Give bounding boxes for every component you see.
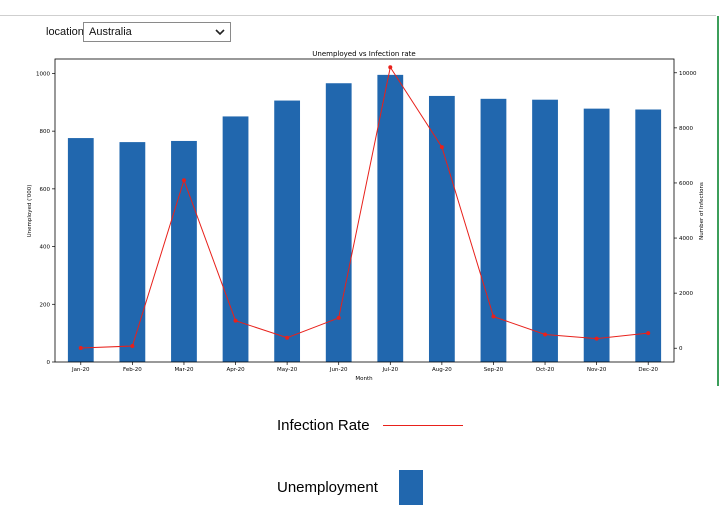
bar-dec-20 xyxy=(635,109,662,362)
infection-point-oct-20 xyxy=(543,332,548,337)
y-axis-label: Unemployed ('000) xyxy=(27,185,33,238)
y2-tick-label: 4000 xyxy=(679,236,693,242)
infection-point-feb-20 xyxy=(130,344,135,349)
y-tick-label: 0 xyxy=(47,360,51,366)
x-tick-label: Jul-20 xyxy=(381,367,398,373)
x-tick-label: Feb-20 xyxy=(123,367,142,373)
y-tick-label: 1000 xyxy=(36,71,50,77)
location-label: location xyxy=(46,26,84,38)
y2-tick-label: 8000 xyxy=(679,126,693,132)
infection-point-sep-20 xyxy=(491,314,496,319)
bar-jan-20 xyxy=(67,138,94,362)
y-tick-label: 200 xyxy=(40,302,51,308)
infection-point-jun-20 xyxy=(336,315,341,320)
y2-tick-label: 0 xyxy=(679,346,683,352)
legend-bar-swatch xyxy=(399,470,423,505)
x-tick-label: Mar-20 xyxy=(174,367,194,373)
x-tick-label: Apr-20 xyxy=(226,367,245,373)
infection-point-mar-20 xyxy=(181,178,186,183)
infection-point-dec-20 xyxy=(646,331,651,336)
x-axis-label: Month xyxy=(355,376,373,382)
bar-jul-20 xyxy=(377,74,404,362)
chevron-down-icon xyxy=(215,29,225,36)
chart-title: Unemployed vs Infection rate xyxy=(312,50,415,58)
bar-mar-20 xyxy=(171,140,197,362)
chart-area: Unemployed vs Infection rate 0 200 400 600 8… xyxy=(27,50,705,382)
location-dropdown[interactable]: Australia xyxy=(83,22,231,42)
x-tick-label: Sep-20 xyxy=(484,367,504,373)
y2-tick-label: 2000 xyxy=(679,291,693,297)
y-tick-label: 400 xyxy=(40,245,51,251)
plot-frame xyxy=(54,58,675,363)
legend-label-unemployment: Unemployment xyxy=(277,479,378,496)
bar-jun-20 xyxy=(325,83,352,363)
bar-aug-20 xyxy=(428,95,455,363)
bar-sep-20 xyxy=(480,98,507,362)
bar-nov-20 xyxy=(583,108,610,363)
y2-axis-label: Number of Infections xyxy=(699,182,705,240)
legend-line-swatch xyxy=(383,425,463,426)
x-tick-label: Oct-20 xyxy=(536,367,555,373)
bar-apr-20 xyxy=(222,116,249,362)
bar-feb-20 xyxy=(119,142,146,362)
infection-point-nov-20 xyxy=(594,336,599,341)
x-tick-label: May-20 xyxy=(277,367,298,373)
bar-oct-20 xyxy=(532,99,558,362)
x-tick-label: Jan-20 xyxy=(71,367,90,373)
infection-point-may-20 xyxy=(285,335,290,340)
top-divider xyxy=(0,15,716,16)
x-tick-label: Jun-20 xyxy=(329,367,348,373)
x-tick-label: Aug-20 xyxy=(432,367,452,373)
x-tick-label: Nov-20 xyxy=(587,367,607,373)
y-tick-label: 800 xyxy=(40,129,51,135)
right-border xyxy=(717,16,719,386)
infection-rate-line xyxy=(80,65,649,349)
x-tick-label: Dec-20 xyxy=(638,367,658,373)
legend-label-infection-rate: Infection Rate xyxy=(277,417,370,434)
infection-point-apr-20 xyxy=(233,318,238,323)
infection-point-jan-20 xyxy=(78,345,83,350)
location-selected-value: Australia xyxy=(89,26,132,38)
y2-tick-label: 10000 xyxy=(679,71,697,77)
y2-tick-label: 6000 xyxy=(679,181,693,187)
y-tick-label: 600 xyxy=(40,187,51,193)
infection-point-aug-20 xyxy=(439,145,444,150)
bar-may-20 xyxy=(274,100,301,362)
infection-point-jul-20 xyxy=(388,65,393,70)
